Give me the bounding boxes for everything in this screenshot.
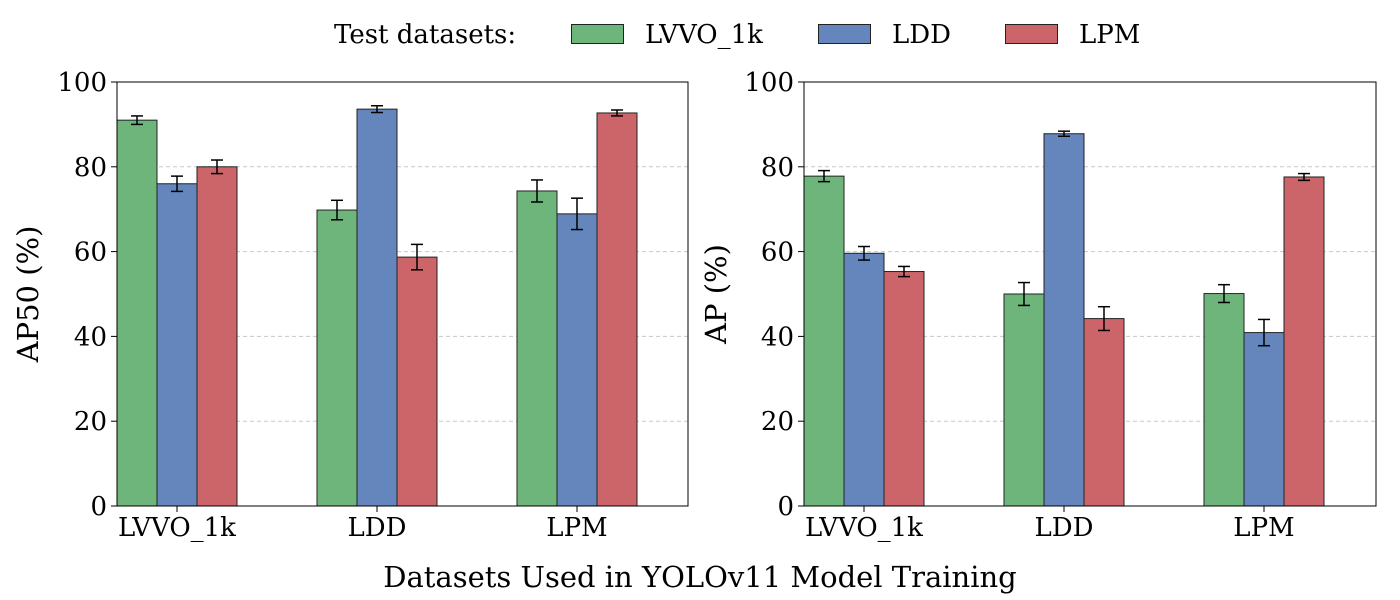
x-tick-label-ldd: LDD xyxy=(348,513,407,543)
x-tick-label-ldd: LDD xyxy=(1035,513,1094,543)
y-tick-label: 0 xyxy=(777,492,794,522)
bar-lpm-ldd xyxy=(1083,318,1125,507)
bar-lvvo_1k-lvvo_1k xyxy=(803,175,845,507)
axes-frame xyxy=(116,81,689,507)
y-tick-label: 40 xyxy=(761,322,794,352)
legend-label-lvvo: LVVO_1k xyxy=(645,20,763,50)
bar-ldd-lpm xyxy=(556,213,598,507)
y-axis-label: AP50 (%) xyxy=(11,226,45,364)
bar-lpm-lpm xyxy=(596,112,638,507)
legend-title: Test datasets: xyxy=(334,20,517,50)
y-tick-label: 100 xyxy=(57,68,107,98)
y-tick-label: 60 xyxy=(761,238,794,268)
bar-lpm-ldd xyxy=(396,256,438,507)
y-axis-label: AP (%) xyxy=(699,244,733,345)
y-tick-label: 100 xyxy=(744,68,794,98)
bar-lvvo_1k-lpm xyxy=(516,190,558,507)
y-tick-label: 80 xyxy=(74,153,107,183)
bar-ldd-lpm xyxy=(1243,332,1285,507)
bar-lvvo_1k-ldd xyxy=(316,209,358,507)
bar-ldd-ldd xyxy=(1043,133,1085,507)
legend-swatch-lpm xyxy=(1005,24,1058,44)
y-tick-label: 40 xyxy=(74,322,107,352)
x-tick-label-lvvo_1k: LVVO_1k xyxy=(805,513,923,543)
bar-lvvo_1k-ldd xyxy=(1003,293,1045,507)
y-tick-label: 0 xyxy=(90,492,107,522)
y-tick-label: 60 xyxy=(74,238,107,268)
axes-frame xyxy=(803,81,1377,507)
chart-panel-1: 0 20 40 60 80 100 LVVO_1k LDD LPM AP50 (%) xyxy=(11,68,689,543)
bar-ldd-lvvo_1k xyxy=(156,183,198,507)
bar-lvvo_1k-lvvo_1k xyxy=(116,119,158,507)
bar-lpm-lpm xyxy=(1283,176,1325,507)
legend-swatch-lvvo xyxy=(571,24,624,44)
x-tick-label-lpm: LPM xyxy=(546,513,607,543)
bar-lpm-lvvo_1k xyxy=(196,166,238,507)
legend-swatch-ldd xyxy=(818,24,871,44)
chart-panel-2: 0 20 40 60 80 100 LVVO_1k LDD LPM AP (%) xyxy=(699,68,1377,543)
y-tick-label: 80 xyxy=(761,153,794,183)
bar-ldd-lvvo_1k xyxy=(843,252,885,507)
bar-lpm-lvvo_1k xyxy=(883,271,925,507)
shared-x-axis-label: Datasets Used in YOLOv11 Model Training xyxy=(383,560,1017,594)
y-tick-label: 20 xyxy=(74,407,107,437)
legend-label-lpm: LPM xyxy=(1079,20,1141,50)
bar-ldd-ldd xyxy=(356,108,398,507)
legend: Test datasets: LVVO_1k LDD LPM xyxy=(0,14,1400,56)
bar-lvvo_1k-lpm xyxy=(1203,293,1245,507)
x-tick-label-lpm: LPM xyxy=(1233,513,1294,543)
x-tick-label-lvvo_1k: LVVO_1k xyxy=(118,513,236,543)
y-tick-label: 20 xyxy=(761,407,794,437)
legend-label-ldd: LDD xyxy=(892,20,951,50)
